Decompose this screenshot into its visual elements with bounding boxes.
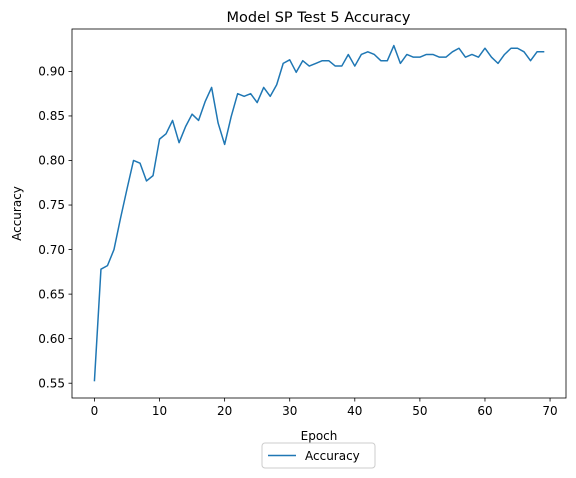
series-layer: [93, 44, 545, 382]
x-axis-ticks: 0 10 20 30 40 50 60 70: [91, 398, 558, 418]
x-tick-label: 40: [347, 404, 362, 418]
x-tick-label: 30: [282, 404, 297, 418]
legend-box: [261, 442, 376, 469]
x-tick-label: 50: [412, 404, 427, 418]
series-line-accuracy: [93, 44, 545, 382]
x-tick-label: 60: [477, 404, 492, 418]
legend: Accuracy: [261, 442, 376, 469]
y-axis-ticks: 0.55 0.60 0.65 0.70 0.75 0.80 0.85 0.90: [38, 65, 72, 390]
chart-title: Model SP Test 5 Accuracy: [227, 10, 411, 26]
y-tick-label: 0.70: [38, 243, 65, 257]
x-tick-label: 0: [91, 404, 99, 418]
x-tick-label: 10: [152, 404, 167, 418]
x-axis-label: Epoch: [301, 429, 338, 443]
x-tick-label: 20: [217, 404, 232, 418]
y-axis-label: Accuracy: [10, 186, 24, 241]
y-tick-label: 0.60: [38, 332, 65, 346]
y-tick-label: 0.65: [38, 287, 65, 301]
y-tick-label: 0.55: [38, 376, 65, 390]
legend-label-accuracy: Accuracy: [305, 449, 360, 463]
plot-area: [71, 28, 567, 399]
y-tick-label: 0.75: [38, 198, 65, 212]
y-tick-label: 0.85: [38, 109, 65, 123]
y-tick-label: 0.80: [38, 154, 65, 168]
y-tick-label: 0.90: [38, 65, 65, 79]
x-tick-label: 70: [542, 404, 557, 418]
plot-frame: [71, 28, 567, 399]
